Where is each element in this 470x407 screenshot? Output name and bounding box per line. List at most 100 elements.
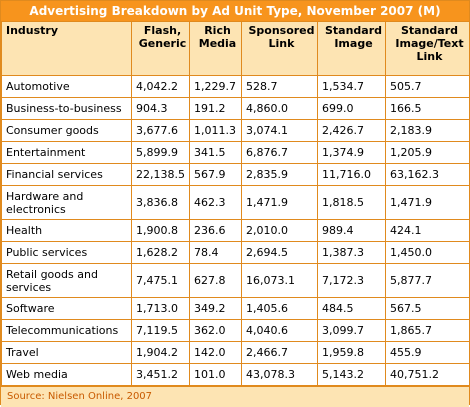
- cell-sponsored: 2,835.9: [241, 163, 318, 186]
- header-rich-media: Rich Media: [189, 21, 242, 76]
- cell-industry: Health: [1, 219, 132, 242]
- cell-rich: 362.0: [189, 319, 242, 342]
- header-row: Industry Flash, Generic Rich Media Spons…: [1, 21, 470, 76]
- table-row: Entertainment 5,899.9 341.5 6,876.7 1,374.9 1…: [1, 141, 470, 164]
- cell-sponsored: 4,860.0: [241, 97, 318, 120]
- cell-standard-image-text: 1,450.0: [385, 241, 470, 264]
- cell-industry: Financial services: [1, 163, 132, 186]
- cell-standard-image: 699.0: [317, 97, 386, 120]
- cell-standard-image: 7,172.3: [317, 263, 386, 298]
- cell-sponsored: 1,405.6: [241, 297, 318, 320]
- cell-industry: Entertainment: [1, 141, 132, 164]
- table-title: Advertising Breakdown by Ad Unit Type, N…: [1, 1, 469, 21]
- cell-sponsored: 16,073.1: [241, 263, 318, 298]
- table-row: Health 1,900.8 236.6 2,010.0 989.4 424.1: [1, 219, 470, 242]
- cell-sponsored: 2,010.0: [241, 219, 318, 242]
- cell-standard-image: 1,387.3: [317, 241, 386, 264]
- cell-standard-image-text: 1,471.9: [385, 185, 470, 220]
- data-table: Industry Flash, Generic Rich Media Spons…: [1, 21, 470, 386]
- cell-standard-image: 1,534.7: [317, 75, 386, 98]
- cell-standard-image-text: 2,183.9: [385, 119, 470, 142]
- cell-standard-image: 2,426.7: [317, 119, 386, 142]
- cell-flash: 1,628.2: [131, 241, 190, 264]
- cell-sponsored: 2,694.5: [241, 241, 318, 264]
- cell-standard-image-text: 40,751.2: [385, 363, 470, 386]
- cell-rich: 1,229.7: [189, 75, 242, 98]
- cell-sponsored: 4,040.6: [241, 319, 318, 342]
- cell-standard-image: 3,099.7: [317, 319, 386, 342]
- table-row: Financial services 22,138.5 567.9 2,835.9 11…: [1, 163, 470, 186]
- cell-industry: Business-to-business: [1, 97, 132, 120]
- cell-industry: Web media: [1, 363, 132, 386]
- cell-rich: 627.8: [189, 263, 242, 298]
- header-industry: Industry: [1, 21, 132, 76]
- cell-flash: 3,836.8: [131, 185, 190, 220]
- cell-rich: 349.2: [189, 297, 242, 320]
- cell-industry: Telecommunications: [1, 319, 132, 342]
- table-row: Software 1,713.0 349.2 1,405.6 484.5 567.5: [1, 297, 470, 320]
- cell-flash: 904.3: [131, 97, 190, 120]
- header-sponsored-link: Sponsored Link: [241, 21, 318, 76]
- cell-industry: Consumer goods: [1, 119, 132, 142]
- cell-rich: 78.4: [189, 241, 242, 264]
- cell-standard-image-text: 1,205.9: [385, 141, 470, 164]
- table-body: Automotive 4,042.2 1,229.7 528.7 1,534.7 505.…: [1, 75, 470, 386]
- cell-flash: 3,677.6: [131, 119, 190, 142]
- cell-standard-image-text: 5,877.7: [385, 263, 470, 298]
- cell-flash: 1,713.0: [131, 297, 190, 320]
- cell-industry: Travel: [1, 341, 132, 364]
- cell-flash: 1,900.8: [131, 219, 190, 242]
- cell-flash: 1,904.2: [131, 341, 190, 364]
- cell-industry: Automotive: [1, 75, 132, 98]
- cell-flash: 22,138.5: [131, 163, 190, 186]
- cell-standard-image: 1,374.9: [317, 141, 386, 164]
- cell-rich: 191.2: [189, 97, 242, 120]
- cell-standard-image: 11,716.0: [317, 163, 386, 186]
- header-flash-generic: Flash, Generic: [131, 21, 190, 76]
- cell-flash: 7,475.1: [131, 263, 190, 298]
- cell-standard-image-text: 1,865.7: [385, 319, 470, 342]
- cell-flash: 4,042.2: [131, 75, 190, 98]
- cell-sponsored: 43,078.3: [241, 363, 318, 386]
- cell-standard-image-text: 455.9: [385, 341, 470, 364]
- table-row: Consumer goods 3,677.6 1,011.3 3,074.1 2,426…: [1, 119, 470, 142]
- header-standard-image: Standard Image: [317, 21, 386, 76]
- cell-standard-image-text: 166.5: [385, 97, 470, 120]
- cell-sponsored: 3,074.1: [241, 119, 318, 142]
- cell-sponsored: 1,471.9: [241, 185, 318, 220]
- cell-industry: Retail goods and services: [1, 263, 132, 298]
- header-standard-image-text-link: Standard Image/Text Link: [385, 21, 470, 76]
- cell-standard-image-text: 424.1: [385, 219, 470, 242]
- cell-flash: 7,119.5: [131, 319, 190, 342]
- cell-rich: 1,011.3: [189, 119, 242, 142]
- cell-rich: 236.6: [189, 219, 242, 242]
- cell-standard-image: 989.4: [317, 219, 386, 242]
- cell-rich: 567.9: [189, 163, 242, 186]
- table-row: Retail goods and services 7,475.1 627.8 16,…: [1, 263, 470, 298]
- cell-sponsored: 528.7: [241, 75, 318, 98]
- cell-rich: 462.3: [189, 185, 242, 220]
- table-row: Travel 1,904.2 142.0 2,466.7 1,959.8 455.9: [1, 341, 470, 364]
- cell-sponsored: 2,466.7: [241, 341, 318, 364]
- cell-industry: Public services: [1, 241, 132, 264]
- cell-standard-image-text: 63,162.3: [385, 163, 470, 186]
- cell-sponsored: 6,876.7: [241, 141, 318, 164]
- table-row: Hardware and electronics 3,836.8 462.3 1,47…: [1, 185, 470, 220]
- cell-standard-image: 5,143.2: [317, 363, 386, 386]
- cell-standard-image: 1,959.8: [317, 341, 386, 364]
- cell-standard-image-text: 567.5: [385, 297, 470, 320]
- cell-rich: 341.5: [189, 141, 242, 164]
- table-row: Web media 3,451.2 101.0 43,078.3 5,143.2 40,7…: [1, 363, 470, 386]
- cell-industry: Software: [1, 297, 132, 320]
- table-row: Automotive 4,042.2 1,229.7 528.7 1,534.7 505.…: [1, 75, 470, 98]
- table-row: Telecommunications 7,119.5 362.0 4,040.6 3,0…: [1, 319, 470, 342]
- cell-standard-image: 1,818.5: [317, 185, 386, 220]
- cell-flash: 5,899.9: [131, 141, 190, 164]
- cell-rich: 101.0: [189, 363, 242, 386]
- table-row: Public services 1,628.2 78.4 2,694.5 1,387.3…: [1, 241, 470, 264]
- cell-standard-image-text: 505.7: [385, 75, 470, 98]
- cell-rich: 142.0: [189, 341, 242, 364]
- cell-flash: 3,451.2: [131, 363, 190, 386]
- source-note: Source: Nielsen Online, 2007: [1, 386, 469, 407]
